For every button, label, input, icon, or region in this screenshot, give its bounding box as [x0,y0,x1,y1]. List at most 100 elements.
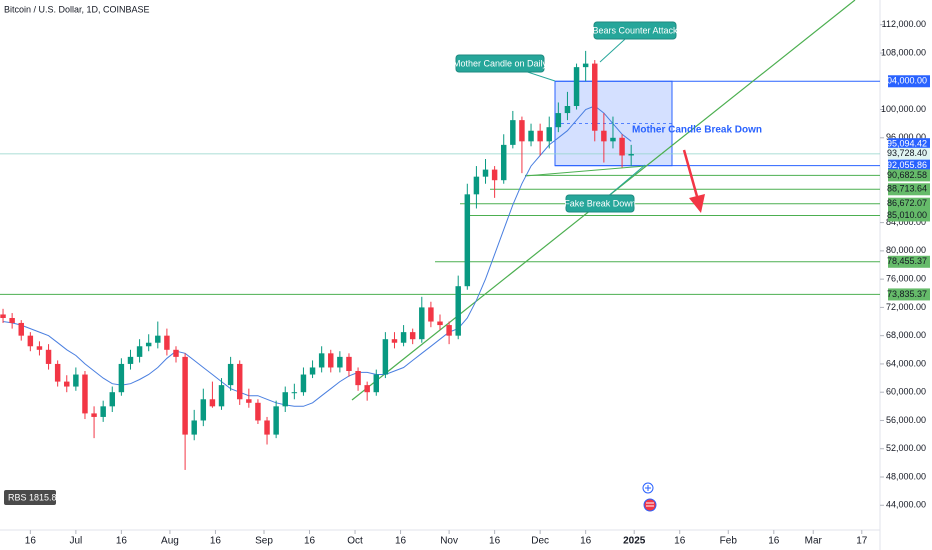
candle-body [419,307,425,340]
candle-body [373,374,380,393]
x-tick-label: 16 [674,536,686,547]
candle-body [0,314,6,318]
callout: Mother Candle on Daily [453,54,556,82]
candle-body [173,349,179,357]
candle-body [309,367,316,375]
candle-body [91,413,97,417]
moving-average [2,105,632,407]
candle-body [164,335,170,350]
y-tick-label: 52,000.00 [886,443,926,453]
candle-body [73,374,79,387]
x-tick-label: 16 [210,536,222,547]
candle-body [200,399,207,421]
candle-body [82,374,88,414]
x-tick-label: Nov [440,536,458,547]
callout-bg [455,54,545,73]
candle-body [300,374,307,393]
price-label: 92,055.86 [887,160,927,170]
price-label-bg [888,197,930,210]
event-icon[interactable] [643,498,657,512]
candle-body [491,169,498,181]
candle-body [573,67,580,106]
candle-body [619,137,625,156]
candle-body [136,346,143,357]
x-tick-label: Feb [720,536,738,547]
trend-line [524,165,646,177]
candle-body [145,342,152,347]
callout: Fake Break Down [564,164,646,213]
x-tick-label: 16 [489,536,501,547]
y-tick-label: 96,000.00 [886,132,926,142]
candle-body [437,321,443,326]
candle-body [328,353,334,368]
candle-body [109,392,116,407]
x-tick-label: Jul [69,536,82,547]
x-tick-label: 16 [116,536,128,547]
candle-body [273,406,279,435]
candle-body [191,420,197,435]
candle-body [18,322,24,336]
candle-body [455,286,461,336]
price-label: 104,000.00 [882,76,927,86]
candle-body [391,339,398,343]
arrow-shaft [682,149,700,201]
candle-body [27,335,34,347]
candle-body [36,346,43,350]
candle-body [610,137,616,142]
candle-body [246,399,252,403]
candle-body [118,363,125,393]
x-tick-label: Sep [255,536,273,547]
x-tick-label: 17 [856,536,868,547]
candle-body [282,392,288,407]
candle-body [564,106,571,114]
callout-bg [593,21,677,40]
candle-body [209,399,216,407]
candle-body [127,356,134,364]
indicator-bg [4,490,56,505]
candle-body [537,130,543,142]
indicator-badge: RBS 1815.82 [4,490,62,505]
x-tick-label: 16 [768,536,780,547]
candle-body [100,406,106,417]
y-tick-label: 108,000.00 [881,47,926,57]
callout-text: Bears Counter Attack [592,25,678,35]
event-icons[interactable] [642,482,657,512]
add-icon-plus [645,485,651,491]
price-label-bg [888,159,930,172]
price-label: 78,455.37 [887,256,927,266]
candle-body [255,402,261,421]
x-tick-label: Aug [161,536,179,547]
y-tick-label: 72,000.00 [886,302,926,312]
price-label: 93,728.40 [887,148,927,158]
price-label: 88,713.64 [887,184,927,194]
x-tick-label: 16 [580,536,592,547]
mother-candle-box [554,80,673,167]
x-tick-label: Oct [347,536,363,547]
candle-body [428,307,434,322]
y-tick-label: 48,000.00 [886,471,926,481]
candle-body [227,363,234,386]
y-tick-label: 84,000.00 [886,217,926,227]
y-tick-label: 60,000.00 [886,387,926,397]
event-icon-flag [646,502,654,507]
candle-body [318,353,325,368]
price-label-bg [888,169,930,182]
candle-body [155,335,161,343]
price-label-bg [888,147,930,160]
price-label: 86,672.07 [887,198,927,208]
y-tick-label: 100,000.00 [881,104,926,114]
candle-body [482,169,489,177]
candle-body [355,371,361,386]
callout-bg [565,194,635,213]
candle-body [510,120,516,145]
candle-body [45,349,52,364]
indicator-label: RBS [8,492,27,502]
x-tick-label: 16 [395,536,407,547]
callout: Bears Counter Attack [592,21,678,63]
x-tick-label: Mar [805,536,823,547]
candle-body [64,381,70,387]
candle-body [446,325,452,336]
y-tick-label: 68,000.00 [886,330,926,340]
candle-body [473,176,480,195]
